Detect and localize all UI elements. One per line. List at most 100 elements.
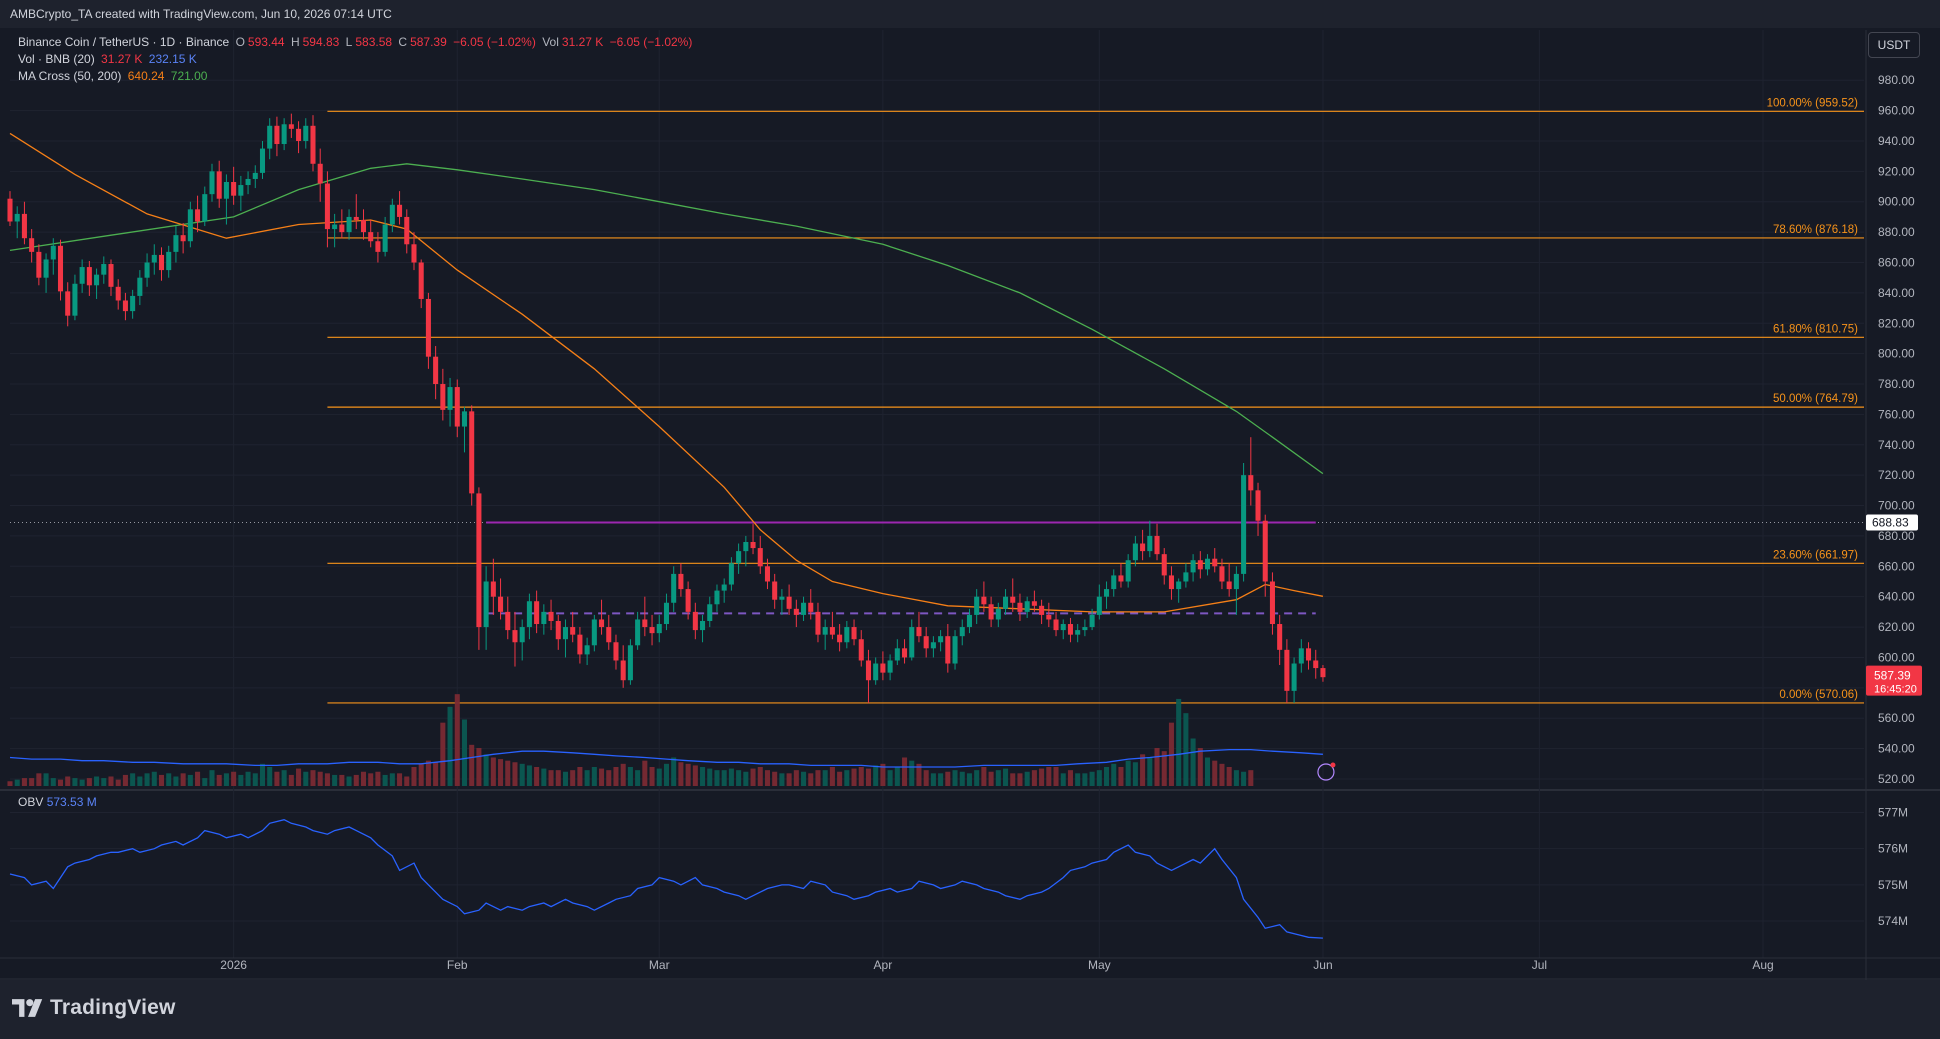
candle-body bbox=[519, 627, 525, 643]
volume-bar bbox=[945, 771, 951, 786]
currency-button[interactable]: USDT bbox=[1868, 32, 1920, 58]
candle-body bbox=[360, 219, 367, 233]
volume-bar bbox=[555, 770, 561, 786]
countdown-label: 16:45:20 bbox=[1874, 684, 1917, 696]
credit-text: AMBCrypto_TA created with TradingView.co… bbox=[10, 7, 392, 21]
volume-bar bbox=[663, 763, 669, 786]
volume-bar bbox=[808, 773, 814, 786]
price-tick-label: 700.00 bbox=[1878, 499, 1915, 513]
time-tick-label: May bbox=[1088, 958, 1111, 972]
candle-body bbox=[7, 198, 13, 222]
volume-bar bbox=[584, 770, 590, 786]
volume-bar bbox=[779, 773, 785, 786]
volume-bar bbox=[887, 770, 893, 786]
volume-bar bbox=[324, 773, 330, 786]
volume-bar bbox=[649, 767, 655, 786]
price-tick-label: 880.00 bbox=[1878, 225, 1915, 239]
volume-ma-path bbox=[9, 748, 1323, 768]
candle-body bbox=[880, 663, 886, 673]
horizontal-levels bbox=[10, 521, 1864, 615]
candle-body bbox=[1291, 663, 1297, 691]
candle-body bbox=[1140, 543, 1146, 552]
volume-bar bbox=[346, 776, 352, 786]
candle-body bbox=[1190, 560, 1196, 573]
candle-body bbox=[873, 663, 879, 681]
chart-canvas[interactable]: 100.00% (959.52) 78.60% (876.18) 61.80% (8… bbox=[0, 0, 1940, 980]
volume-bar bbox=[1096, 770, 1102, 786]
volume-bar bbox=[476, 748, 482, 786]
volume-bar bbox=[966, 773, 972, 786]
volume-bar bbox=[562, 771, 569, 786]
volume-bar bbox=[252, 773, 258, 786]
candle-body bbox=[296, 128, 302, 141]
candle-body bbox=[1183, 572, 1189, 582]
candle-body bbox=[700, 620, 706, 631]
candle-body bbox=[1060, 624, 1066, 631]
volume-bar bbox=[1111, 763, 1117, 786]
volume-bar bbox=[981, 767, 987, 786]
candle-body bbox=[209, 171, 215, 195]
volume-bar bbox=[1154, 748, 1160, 786]
credit-bar: AMBCrypto_TA created with TradingView.co… bbox=[0, 0, 1940, 28]
candle-body bbox=[440, 384, 446, 410]
volume-bar bbox=[339, 774, 345, 786]
candle-body bbox=[837, 634, 843, 643]
candle-body bbox=[223, 182, 229, 199]
volume-bar bbox=[837, 771, 843, 786]
candle-body bbox=[14, 213, 20, 222]
candle-body bbox=[288, 124, 294, 129]
volume-bar bbox=[764, 770, 770, 786]
volume-bar bbox=[404, 776, 410, 786]
candle-body bbox=[72, 283, 78, 316]
tradingview-logo[interactable]: TradingView bbox=[12, 996, 176, 1020]
volume-bar bbox=[591, 767, 597, 786]
volume-bar bbox=[447, 706, 453, 786]
volume-bar bbox=[671, 757, 677, 786]
footer-bar bbox=[0, 980, 1940, 1039]
candle-body bbox=[801, 602, 807, 615]
candle-body bbox=[1161, 554, 1167, 576]
volume-bar bbox=[1089, 771, 1095, 786]
candle-body bbox=[317, 163, 323, 184]
ma200-value: 721.00 bbox=[170, 69, 208, 83]
candle-body bbox=[389, 204, 395, 225]
last-price-label-bg bbox=[1866, 665, 1922, 696]
price-tick-label: 620.00 bbox=[1878, 620, 1915, 634]
volume-bar bbox=[570, 770, 576, 786]
candle-body bbox=[959, 627, 965, 637]
candle-body bbox=[21, 213, 27, 239]
candle-body bbox=[202, 194, 208, 222]
volume-bar bbox=[1205, 757, 1211, 786]
candle-body bbox=[1176, 581, 1182, 590]
candle-body bbox=[570, 627, 576, 635]
volume-bar bbox=[1212, 760, 1218, 786]
candle-body bbox=[1053, 619, 1059, 631]
volume-bar bbox=[1168, 722, 1174, 786]
candle-body bbox=[36, 251, 42, 278]
time-tick-label: 2026 bbox=[220, 958, 247, 972]
candle-body bbox=[656, 624, 662, 634]
price-tick-label: 720.00 bbox=[1878, 468, 1915, 482]
candle-body bbox=[158, 254, 165, 271]
close-value: 587.39 bbox=[410, 35, 447, 49]
volume-bar bbox=[902, 757, 908, 786]
volume-bar bbox=[534, 767, 540, 786]
obv-name: OBV bbox=[18, 795, 44, 809]
candle-body bbox=[86, 267, 92, 286]
candle-body bbox=[779, 596, 785, 600]
candle-body bbox=[750, 542, 756, 549]
volume-bar bbox=[1003, 768, 1009, 786]
volume-bar bbox=[469, 744, 475, 786]
candle-body bbox=[29, 238, 35, 252]
candle-body bbox=[887, 660, 893, 673]
volume-bar bbox=[519, 763, 525, 786]
volume-bar bbox=[728, 768, 734, 786]
volume-bar bbox=[1039, 768, 1045, 786]
volume-bar bbox=[642, 760, 648, 786]
candle-body bbox=[938, 636, 944, 643]
volume-bar bbox=[281, 770, 287, 786]
volume-bar bbox=[440, 722, 446, 786]
volume-bar bbox=[894, 767, 900, 786]
candle-body bbox=[79, 267, 85, 284]
volume-bar bbox=[21, 778, 27, 786]
